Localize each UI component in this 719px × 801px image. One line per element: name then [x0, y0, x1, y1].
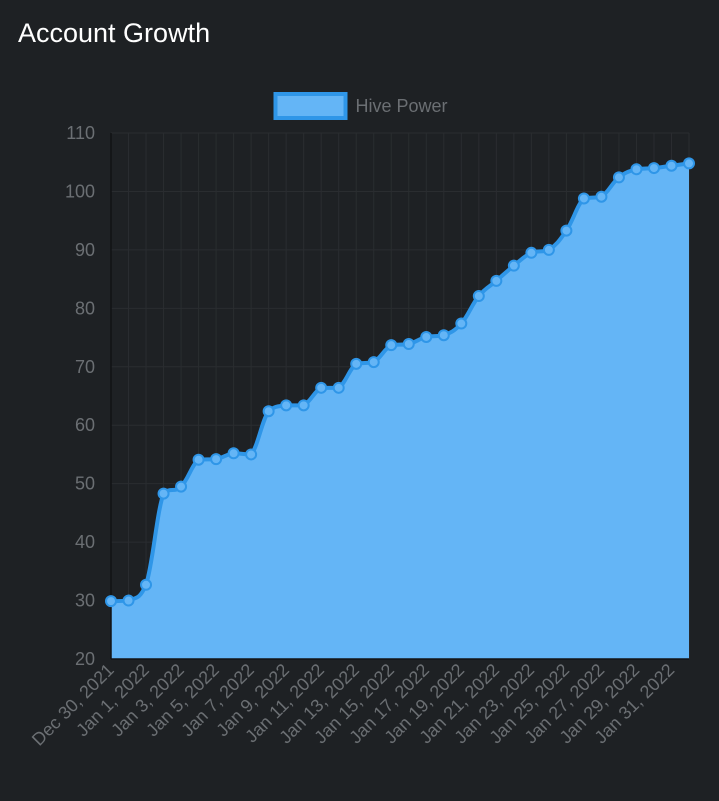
legend: Hive Power	[273, 92, 448, 120]
y-tick-labels: 20 30 40 50 60 70 80 90 100 110	[65, 123, 95, 669]
data-point[interactable]	[472, 290, 485, 303]
data-point[interactable]	[542, 243, 555, 256]
data-point[interactable]	[577, 192, 590, 205]
data-point[interactable]	[647, 162, 660, 175]
data-point[interactable]	[612, 171, 625, 184]
data-point[interactable]	[122, 594, 135, 607]
data-point[interactable]	[630, 163, 643, 176]
area-layer	[110, 161, 690, 659]
data-point[interactable]	[262, 405, 275, 418]
data-point[interactable]	[595, 190, 608, 203]
y-tick-label: 60	[75, 415, 95, 435]
data-point[interactable]	[227, 447, 240, 460]
data-point[interactable]	[350, 357, 363, 370]
data-point[interactable]	[437, 329, 450, 342]
data-point[interactable]	[490, 274, 503, 287]
y-tick-label: 70	[75, 357, 95, 377]
data-point[interactable]	[332, 381, 345, 394]
data-point[interactable]	[367, 356, 380, 369]
y-tick-label: 100	[65, 181, 95, 201]
y-tick-label: 90	[75, 240, 95, 260]
data-point[interactable]	[507, 259, 520, 272]
data-point[interactable]	[175, 480, 188, 493]
data-point[interactable]	[192, 453, 205, 466]
legend-swatch[interactable]	[273, 92, 348, 120]
data-point[interactable]	[525, 246, 538, 259]
data-point[interactable]	[297, 399, 310, 412]
data-point[interactable]	[420, 330, 433, 343]
hive-power-area	[111, 163, 689, 659]
data-point[interactable]	[315, 381, 328, 394]
data-points	[105, 157, 695, 608]
data-point[interactable]	[245, 448, 258, 461]
axes	[110, 133, 689, 660]
data-point[interactable]	[385, 339, 398, 352]
data-point[interactable]	[140, 578, 153, 591]
y-tick-label: 50	[75, 474, 95, 494]
data-point[interactable]	[455, 317, 468, 330]
data-point[interactable]	[105, 595, 117, 608]
data-point[interactable]	[665, 159, 678, 172]
y-tick-label: 80	[75, 298, 95, 318]
y-tick-label: 30	[75, 591, 95, 611]
data-point[interactable]	[210, 453, 223, 466]
legend-label[interactable]: Hive Power	[356, 96, 448, 116]
data-point[interactable]	[280, 399, 293, 412]
data-point[interactable]	[157, 487, 170, 500]
data-point[interactable]	[560, 224, 573, 237]
y-tick-label: 110	[66, 123, 95, 143]
y-tick-label: 20	[75, 649, 95, 669]
data-point[interactable]	[402, 337, 415, 350]
y-tick-label: 40	[75, 532, 95, 552]
data-point[interactable]	[683, 157, 695, 170]
chart-title: Account Growth	[18, 18, 211, 48]
